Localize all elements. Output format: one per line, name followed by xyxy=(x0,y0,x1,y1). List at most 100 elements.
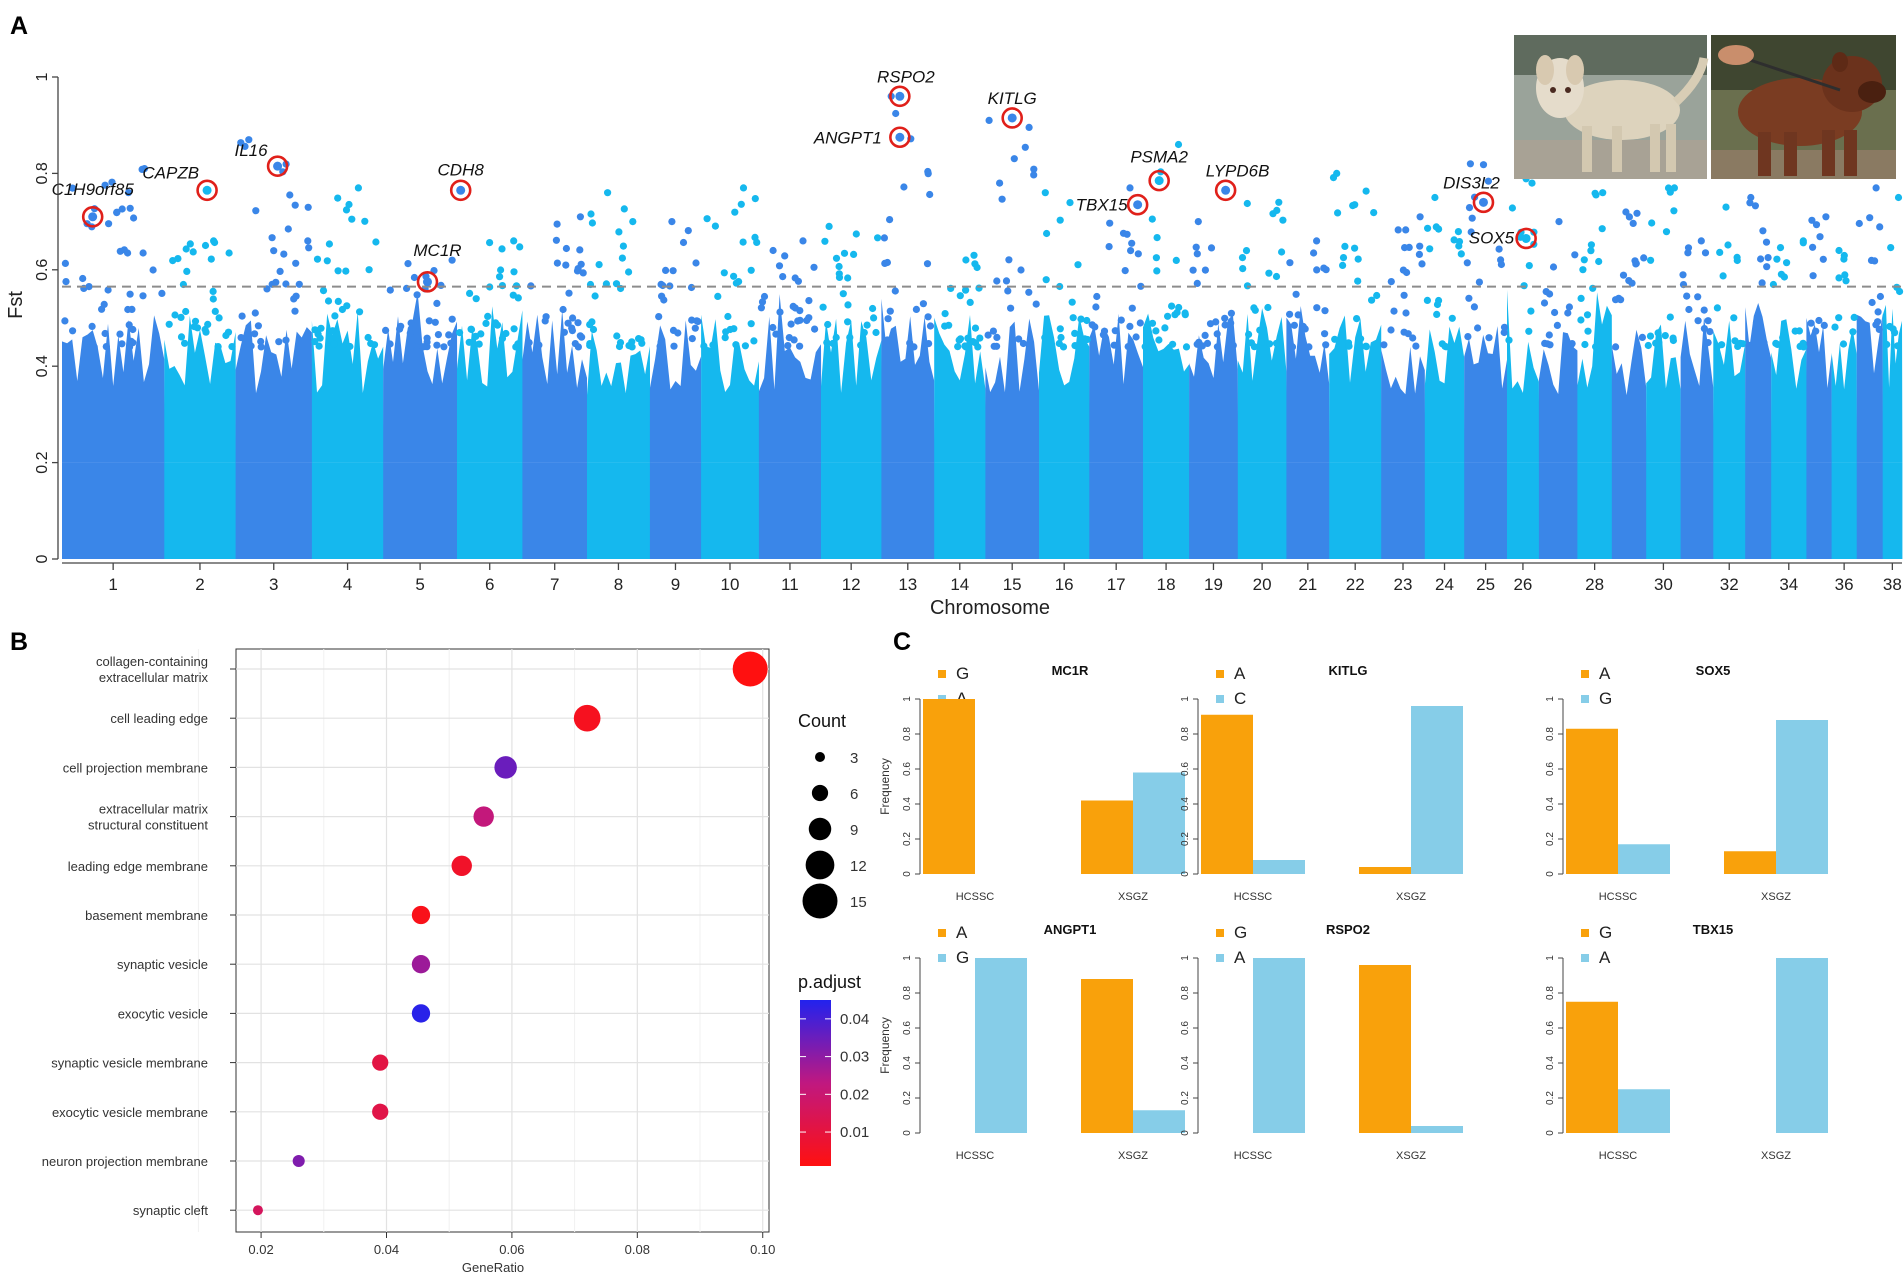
manhattan-point xyxy=(998,195,1006,203)
manhattan-point xyxy=(100,300,108,308)
manhattan-point xyxy=(445,331,453,339)
manhattan-x-axis-title: Chromosome xyxy=(930,597,1050,619)
chromosome-20-point-cloud xyxy=(1237,308,1287,463)
p-adjust-legend-label: 0.02 xyxy=(840,1086,869,1103)
manhattan-point xyxy=(1872,184,1880,192)
legend-label-allele1: G xyxy=(1599,923,1612,942)
manhattan-point xyxy=(1137,282,1145,290)
dotplot-term-label: cell leading edge xyxy=(110,711,208,726)
dog-photos xyxy=(1514,35,1896,179)
manhattan-point xyxy=(1269,210,1277,218)
manhattan-point xyxy=(1030,171,1038,179)
legend-swatch-allele2 xyxy=(1581,695,1589,703)
manhattan-point xyxy=(408,341,416,349)
manhattan-point xyxy=(268,234,276,242)
manhattan-point xyxy=(829,339,837,348)
manhattan-point xyxy=(620,205,628,213)
manhattan-point xyxy=(516,243,524,251)
manhattan-point xyxy=(1212,318,1220,326)
manhattan-point xyxy=(1256,326,1264,334)
chromosome-tick-label: 16 xyxy=(1055,575,1074,594)
manhattan-point xyxy=(961,342,969,350)
manhattan-point xyxy=(139,292,147,300)
y-tick-label: 0.8 xyxy=(34,162,51,184)
manhattan-point xyxy=(365,266,373,274)
legend-label-allele1: A xyxy=(1599,664,1611,683)
manhattan-point xyxy=(1310,249,1318,257)
chromosome-19-point-cloud xyxy=(1189,314,1239,463)
gene-highlight-ring-psma2 xyxy=(1148,169,1170,192)
count-legend-label: 3 xyxy=(850,750,858,767)
manhattan-point xyxy=(1402,226,1410,234)
gene-label-rspo2: RSPO2 xyxy=(877,67,935,86)
manhattan-point xyxy=(165,320,173,328)
manhattan-point xyxy=(113,208,121,216)
manhattan-point xyxy=(1201,266,1209,274)
gene-point-angpt1 xyxy=(895,132,905,142)
manhattan-point xyxy=(825,222,833,230)
manhattan-point xyxy=(731,208,739,216)
manhattan-point xyxy=(124,305,132,314)
manhattan-point xyxy=(844,318,852,326)
manhattan-point xyxy=(1299,322,1307,331)
gene-point-psma2 xyxy=(1154,176,1164,186)
y-tick-label: 0 xyxy=(34,554,51,563)
manhattan-point xyxy=(1841,271,1849,279)
allele-y-tick-label: 0.8 xyxy=(1180,727,1191,741)
manhattan-point xyxy=(966,298,974,306)
manhattan-point xyxy=(214,343,222,351)
manhattan-point xyxy=(1713,304,1721,312)
manhattan-point xyxy=(291,201,299,209)
allele-y-tick-label: 0.6 xyxy=(902,762,913,776)
manhattan-point xyxy=(1025,123,1033,131)
manhattan-point xyxy=(587,210,595,218)
manhattan-point xyxy=(1066,199,1074,207)
dotplot-x-ticks: 0.02 0.04 0.06 0.08 0.10 xyxy=(248,1232,775,1257)
chromosome-31-point-cloud xyxy=(1680,317,1714,463)
manhattan-point xyxy=(1423,296,1431,304)
chromosome-33-point-band xyxy=(1745,462,1772,559)
dotplot-x-tick-label: 0.02 xyxy=(248,1242,273,1257)
allele-y-tick-label: 0.8 xyxy=(902,727,913,741)
manhattan-point xyxy=(1528,179,1536,187)
count-legend-dot xyxy=(808,817,832,841)
manhattan-point xyxy=(1169,340,1177,348)
manhattan-point xyxy=(737,200,745,208)
manhattan-point xyxy=(431,318,439,326)
chromosome-35-point-cloud xyxy=(1806,318,1832,463)
dotplot-point xyxy=(573,704,601,732)
manhattan-point xyxy=(1752,318,1761,326)
chromosome-3-point-band xyxy=(235,462,313,559)
manhattan-point xyxy=(1450,236,1458,244)
manhattan-point xyxy=(1321,307,1329,315)
chromosome-tick-label: 20 xyxy=(1253,575,1272,594)
manhattan-point xyxy=(730,272,738,280)
chromosome-tick-label: 3 xyxy=(269,575,278,594)
allele-y-tick-label: 0.6 xyxy=(1180,1021,1191,1035)
manhattan-point xyxy=(1193,250,1201,258)
manhattan-point xyxy=(1718,341,1726,349)
manhattan-point xyxy=(1541,339,1549,347)
count-legend-dot xyxy=(815,752,825,762)
manhattan-point xyxy=(1279,216,1287,224)
manhattan-point xyxy=(1110,341,1118,349)
manhattan-point xyxy=(714,292,722,300)
chromosome-24-point-cloud xyxy=(1424,326,1465,463)
manhattan-point xyxy=(993,333,1001,341)
highlighted-gene-markers: C1H9orf85 CAPZB IL16 MC1R CDH8 RSPO2 ANGPT1 KIT… xyxy=(52,67,1537,293)
manhattan-point xyxy=(62,278,70,286)
gene-highlight-ring-dis3l2 xyxy=(1472,191,1495,214)
manhattan-point xyxy=(88,322,96,330)
dotplot-point xyxy=(473,806,494,827)
manhattan-point xyxy=(553,259,562,267)
chromosome-20-point-band xyxy=(1237,462,1287,559)
count-legend-label: 9 xyxy=(850,822,858,839)
legend-swatch-allele1 xyxy=(1581,670,1589,678)
manhattan-point xyxy=(1731,337,1739,345)
manhattan-point xyxy=(1368,296,1376,304)
chromosome-tick-label: 14 xyxy=(950,575,969,594)
manhattan-point xyxy=(1773,340,1781,348)
manhattan-point xyxy=(286,191,294,199)
manhattan-point xyxy=(118,205,126,213)
manhattan-point xyxy=(295,280,303,288)
